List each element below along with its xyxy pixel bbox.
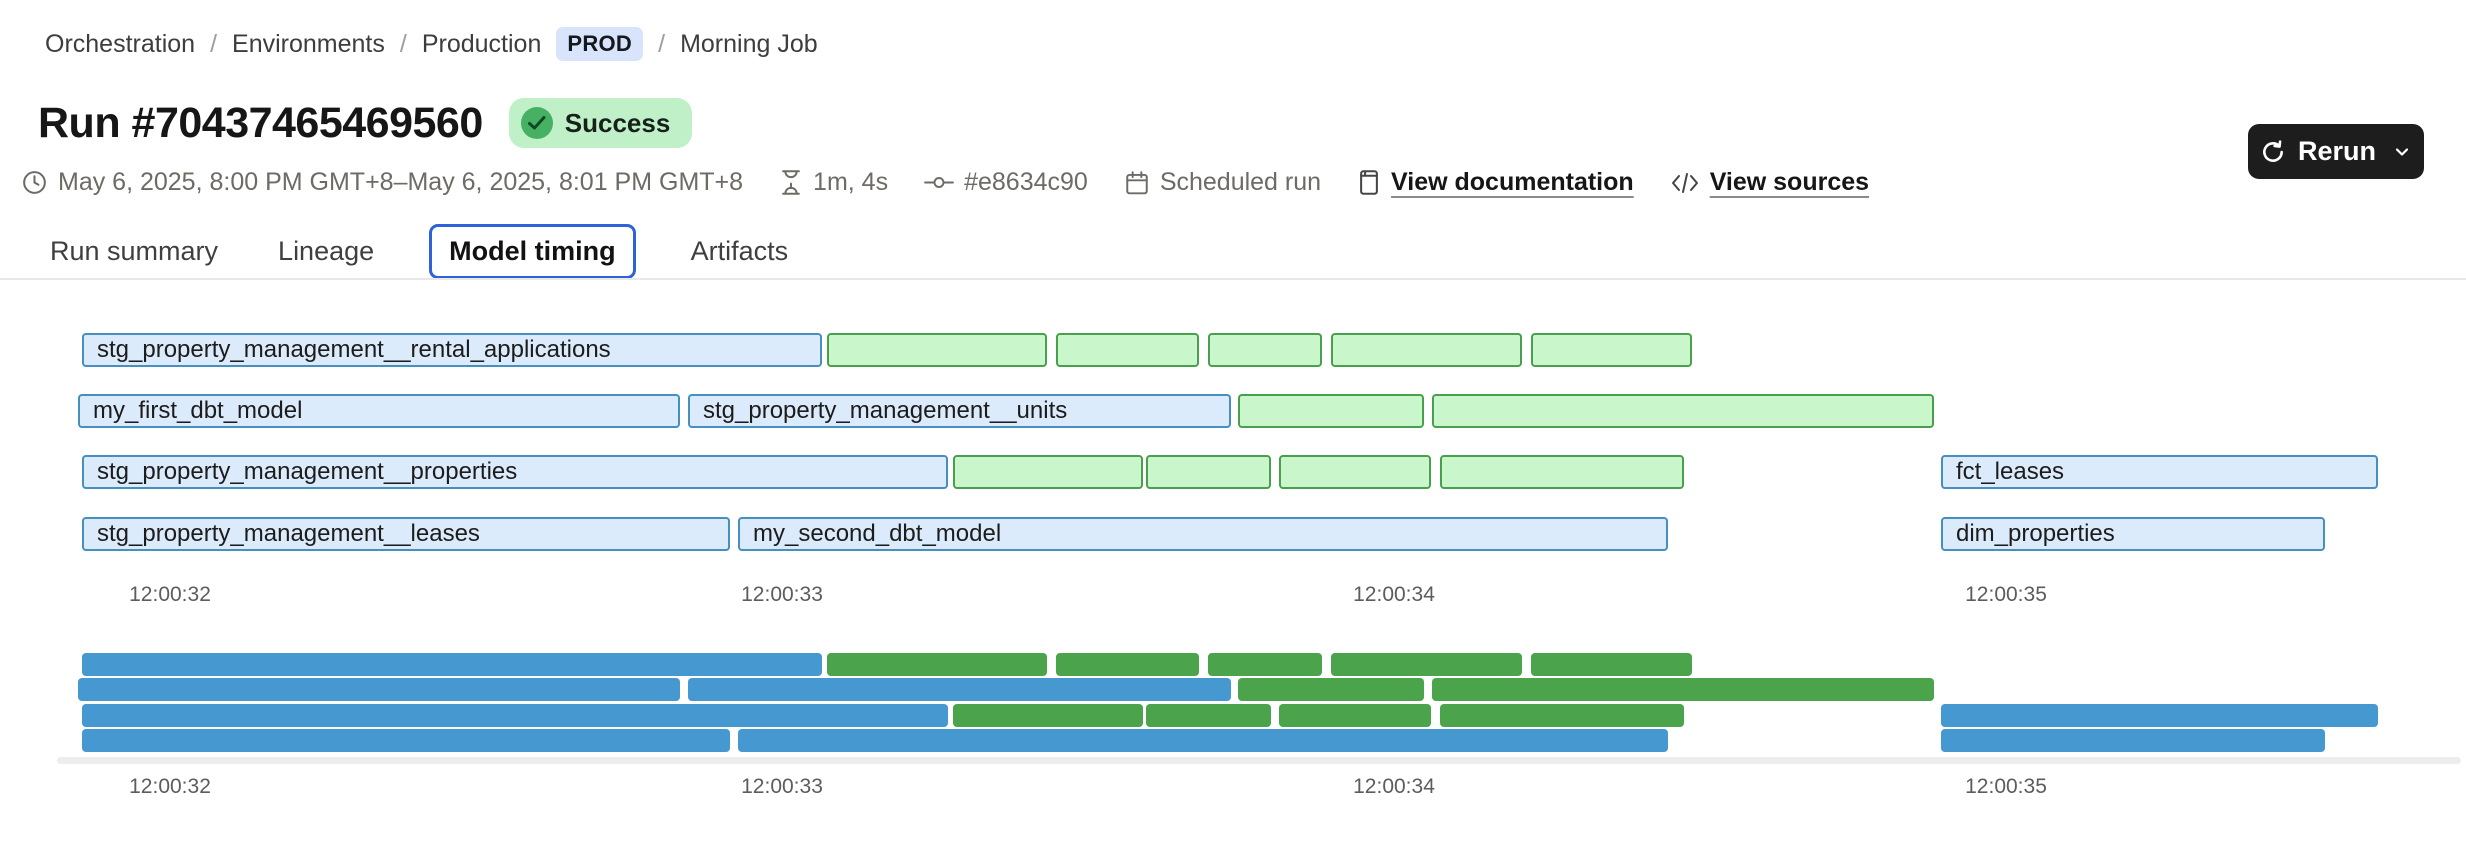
mini-gantt-bar (1941, 704, 2378, 727)
breadcrumb: Orchestration / Environments / Productio… (45, 27, 818, 61)
gantt-bar-label: my_first_dbt_model (93, 397, 303, 424)
gantt-bar[interactable] (1331, 333, 1522, 367)
mini-gantt-bar (1238, 678, 1424, 701)
tab-model-timing[interactable]: Model timing (429, 224, 636, 279)
mini-gantt-bar (1531, 653, 1692, 676)
gantt-bar[interactable] (827, 333, 1047, 367)
document-icon (1360, 170, 1378, 195)
mini-gantt-bar (82, 729, 730, 752)
gantt-bar[interactable] (1279, 455, 1431, 489)
env-badge-prod: PROD (556, 27, 644, 61)
time-tick-label: 12:00:32 (129, 775, 211, 798)
mini-gantt-bar (1056, 653, 1199, 676)
gantt-bar[interactable] (1432, 394, 1934, 428)
breadcrumb-item-environments[interactable]: Environments (232, 29, 385, 58)
run-commit: #e8634c90 (924, 168, 1088, 197)
hourglass-icon (782, 170, 800, 195)
mini-gantt-bar (1279, 704, 1431, 727)
mini-gantt-bar (738, 729, 1668, 752)
rerun-button[interactable]: Rerun (2248, 124, 2424, 179)
gantt-bar[interactable] (1531, 333, 1692, 367)
gantt-bar[interactable] (1440, 455, 1684, 489)
mini-gantt-bar (78, 678, 680, 701)
gantt-bar[interactable]: my_first_dbt_model (78, 394, 680, 428)
git-commit-icon (924, 177, 954, 188)
check-circle-icon (520, 107, 553, 139)
gantt-bar-label: stg_property_management__units (703, 397, 1068, 424)
gantt-bar-label: fct_leases (1956, 458, 2065, 485)
breadcrumb-item-morning-job[interactable]: Morning Job (680, 29, 818, 58)
gantt-bar[interactable]: stg_property_management__rental_applicat… (82, 333, 822, 367)
mini-gantt-bar (82, 653, 822, 676)
mini-gantt-bar (1941, 729, 2325, 752)
code-icon (1671, 172, 1698, 193)
time-tick-label: 12:00:35 (1965, 775, 2047, 798)
gantt-bar[interactable] (1208, 333, 1322, 367)
calendar-icon (1126, 171, 1148, 195)
breadcrumb-separator: / (658, 29, 666, 58)
brush-track[interactable] (57, 757, 2461, 764)
gantt-bar[interactable] (953, 455, 1143, 489)
mini-gantt-bar (1432, 678, 1934, 701)
time-tick-label: 12:00:32 (129, 583, 211, 606)
gantt-bar-label: stg_property_management__properties (97, 458, 518, 485)
mini-gantt-bar (953, 704, 1143, 727)
breadcrumb-item-orchestration[interactable]: Orchestration (45, 29, 196, 58)
breadcrumb-separator: / (399, 29, 407, 58)
gantt-bar[interactable] (1056, 333, 1199, 367)
status-badge: Success (508, 98, 693, 148)
time-tick-label: 12:00:33 (741, 583, 823, 606)
gantt-bar[interactable]: stg_property_management__leases (82, 517, 730, 551)
tab-artifacts[interactable]: Artifacts (690, 236, 789, 266)
gantt-bar[interactable]: my_second_dbt_model (738, 517, 1668, 551)
gantt-bar[interactable] (1238, 394, 1424, 428)
view-sources-link[interactable]: View sources (1670, 168, 1869, 197)
rerun-label: Rerun (2297, 136, 2376, 166)
time-tick-label: 12:00:35 (1965, 583, 2047, 606)
gantt-bar[interactable]: stg_property_management__properties (82, 455, 948, 489)
run-trigger: Scheduled run (1124, 168, 1321, 197)
mini-gantt-bar (1208, 653, 1322, 676)
tab-lineage[interactable]: Lineage (278, 236, 375, 266)
breadcrumb-item-production[interactable]: Production (421, 29, 542, 58)
tab-run-summary[interactable]: Run summary (50, 236, 219, 266)
gantt-bar[interactable]: dim_properties (1941, 517, 2325, 551)
run-meta-row: May 6, 2025, 8:00 PM GMT+8–May 6, 2025, … (21, 168, 1869, 197)
run-duration: 1m, 4s (779, 168, 888, 197)
mini-gantt-bar (1146, 704, 1271, 727)
refresh-icon (2260, 139, 2286, 165)
chevron-down-icon[interactable] (2392, 142, 2412, 162)
tab-bar: Run summary Lineage Model timing Artifac… (45, 224, 793, 279)
mini-gantt-bar (688, 678, 1231, 701)
page-title: Run #70437465469560 (38, 98, 483, 147)
gantt-bar-label: stg_property_management__rental_applicat… (97, 336, 611, 363)
mini-gantt-bar (1440, 704, 1684, 727)
gantt-bar-label: my_second_dbt_model (753, 520, 1002, 547)
view-documentation-link[interactable]: View documentation (1357, 168, 1634, 197)
run-time-range: May 6, 2025, 8:00 PM GMT+8–May 6, 2025, … (21, 168, 743, 197)
gantt-bar[interactable]: stg_property_management__units (688, 394, 1231, 428)
clock-icon (23, 171, 46, 194)
time-tick-label: 12:00:34 (1353, 583, 1435, 606)
time-tick-label: 12:00:34 (1353, 775, 1435, 798)
mini-gantt-bar (1331, 653, 1522, 676)
title-row: Run #70437465469560 Success (38, 98, 693, 148)
gantt-bar-label: stg_property_management__leases (97, 520, 480, 547)
gantt-bar[interactable]: fct_leases (1941, 455, 2378, 489)
tabs-divider (0, 278, 2466, 280)
breadcrumb-separator: / (210, 29, 218, 58)
mini-gantt-bar (82, 704, 948, 727)
gantt-bar[interactable] (1146, 455, 1271, 489)
status-label: Success (564, 107, 671, 138)
gantt-bar-label: dim_properties (1956, 520, 2115, 547)
time-tick-label: 12:00:33 (741, 775, 823, 798)
mini-gantt-bar (827, 653, 1047, 676)
